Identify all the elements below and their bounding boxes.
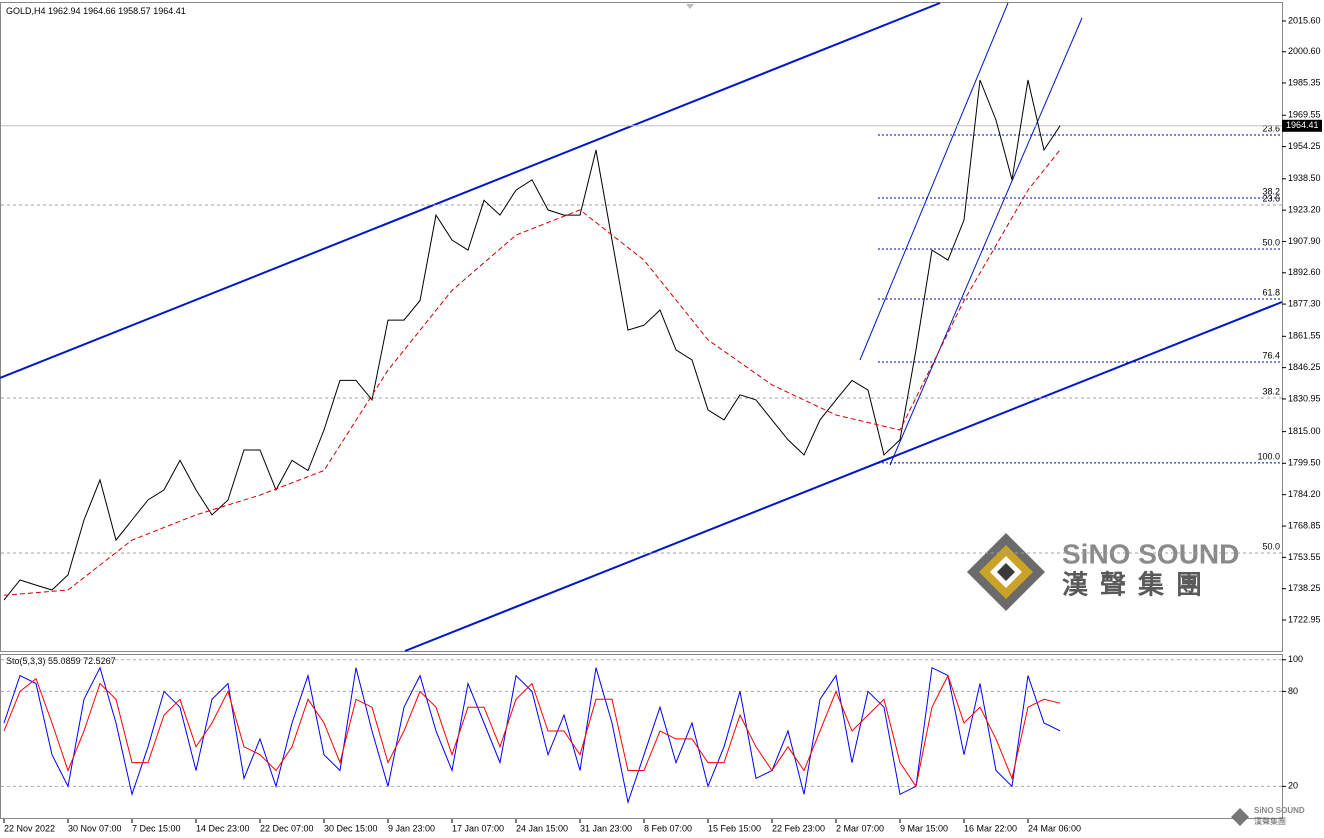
fib-label: 76.4 bbox=[1262, 350, 1280, 360]
trend-line bbox=[859, 2, 1009, 361]
fib-label: 50.0 bbox=[1262, 541, 1280, 551]
y-tick-label: 80 bbox=[1288, 686, 1298, 696]
fib-label: 100.0 bbox=[1257, 451, 1280, 461]
series-line bbox=[3, 149, 1061, 596]
x-tick-label: 9 Mar 15:00 bbox=[900, 823, 948, 833]
series-line bbox=[3, 666, 1061, 805]
open: 1962.94 bbox=[48, 6, 81, 16]
x-tick-label: 30 Nov 07:00 bbox=[68, 823, 122, 833]
series-line bbox=[3, 79, 1061, 601]
y-tick-label: 100 bbox=[1288, 654, 1303, 664]
signal-value: 72.5267 bbox=[83, 656, 116, 666]
y-tick-label: 1877.30 bbox=[1288, 298, 1321, 308]
channel-lower bbox=[404, 301, 1283, 652]
channel-upper bbox=[0, 2, 941, 379]
y-tick-label: 1954.25 bbox=[1288, 141, 1321, 151]
x-tick-label: 22 Dec 07:00 bbox=[260, 823, 314, 833]
x-tick-label: 24 Jan 15:00 bbox=[516, 823, 568, 833]
logo: SiNO SOUND 漢聲集團 bbox=[967, 533, 1239, 611]
y-tick-label: 20 bbox=[1288, 781, 1298, 791]
y-tick-label: 1892.60 bbox=[1288, 267, 1321, 277]
x-tick-label: 22 Feb 23:00 bbox=[772, 823, 825, 833]
x-tick-label: 16 Mar 22:00 bbox=[964, 823, 1017, 833]
x-tick-label: 14 Dec 23:00 bbox=[196, 823, 250, 833]
fib-label: 50.0 bbox=[1262, 237, 1280, 247]
fib-label: 38.2 bbox=[1262, 186, 1280, 196]
stoch-header: Sto(5,3,3) 55.0859 72.5267 bbox=[6, 656, 116, 666]
x-tick-label: 31 Jan 23:00 bbox=[580, 823, 632, 833]
logo-brand: SiNO SOUND bbox=[1062, 538, 1239, 569]
fib-label: 61.8 bbox=[1262, 287, 1280, 297]
y-tick-label: 1985.35 bbox=[1288, 77, 1321, 87]
fib-label: 38.2 bbox=[1262, 386, 1280, 396]
y-tick-label: 1799.50 bbox=[1288, 458, 1321, 468]
x-tick-label: 8 Feb 07:00 bbox=[644, 823, 692, 833]
x-tick-label: 17 Jan 07:00 bbox=[452, 823, 504, 833]
stoch-frame bbox=[0, 654, 1283, 819]
x-tick-label: 24 Mar 06:00 bbox=[1028, 823, 1081, 833]
y-tick-label: 2015.60 bbox=[1288, 15, 1321, 25]
high: 1964.66 bbox=[83, 6, 116, 16]
series-line bbox=[3, 674, 1061, 788]
indicator-name: Sto(5,3,3) bbox=[6, 656, 46, 666]
x-tick-label: 30 Dec 15:00 bbox=[324, 823, 378, 833]
y-tick-label: 1738.25 bbox=[1288, 583, 1321, 593]
symbol: GOLD,H4 bbox=[6, 6, 46, 16]
fib-label: 23.6 bbox=[1262, 193, 1280, 203]
main-value: 55.0859 bbox=[48, 656, 81, 666]
price-box bbox=[1282, 119, 1322, 132]
y-tick-label: 1846.25 bbox=[1288, 362, 1321, 372]
y-tick-label: 1923.20 bbox=[1288, 205, 1321, 215]
fib-label: 23.6 bbox=[1262, 123, 1280, 133]
y-tick-label: 1768.85 bbox=[1288, 520, 1321, 530]
y-tick-label: 1861.55 bbox=[1288, 331, 1321, 341]
y-tick-label: 1753.55 bbox=[1288, 552, 1321, 562]
small-logo-brand: SiNO SOUND bbox=[1254, 806, 1305, 815]
x-tick-label: 2 Mar 07:00 bbox=[836, 823, 884, 833]
small-logo: SiNO SOUND 漢聲集團 bbox=[1231, 806, 1305, 826]
y-tick-label: 1969.55 bbox=[1288, 110, 1321, 120]
shift-marker bbox=[686, 4, 694, 9]
chart-header: GOLD,H4 1962.94 1964.66 1958.57 1964.41 bbox=[6, 6, 186, 16]
x-tick-label: 9 Jan 23:00 bbox=[388, 823, 435, 833]
logo-chinese: 漢聲集團 bbox=[1062, 570, 1214, 601]
y-tick-label: 2000.60 bbox=[1288, 46, 1321, 56]
y-tick-label: 1784.20 bbox=[1288, 489, 1321, 499]
x-tick-label: 22 Nov 2022 bbox=[4, 823, 55, 833]
y-tick-label: 1722.95 bbox=[1288, 614, 1321, 624]
price-label: 1964.41 bbox=[1286, 120, 1319, 130]
y-tick-label: 1830.95 bbox=[1288, 393, 1321, 403]
trend-line bbox=[889, 17, 1083, 466]
main-frame bbox=[0, 2, 1283, 652]
small-logo-chinese: 漢聲集團 bbox=[1254, 816, 1286, 826]
low: 1958.57 bbox=[118, 6, 151, 16]
x-tick-label: 15 Feb 15:00 bbox=[708, 823, 761, 833]
x-tick-label: 7 Dec 15:00 bbox=[132, 823, 181, 833]
y-tick-label: 1938.50 bbox=[1288, 173, 1321, 183]
close: 1964.41 bbox=[153, 6, 186, 16]
y-tick-label: 1907.90 bbox=[1288, 236, 1321, 246]
y-tick-label: 1815.00 bbox=[1288, 426, 1321, 436]
